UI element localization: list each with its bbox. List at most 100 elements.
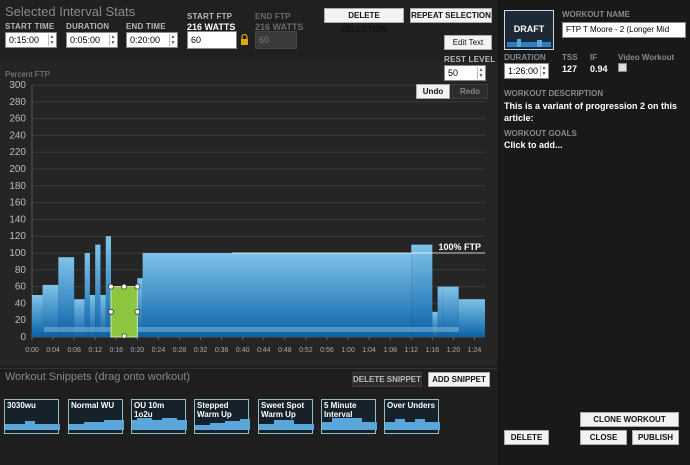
if-label: IF (590, 53, 598, 62)
interval-block[interactable] (411, 244, 433, 337)
interval-block[interactable] (142, 253, 412, 337)
workout-snippets-panel: Workout Snippets (drag onto workout) DEL… (0, 368, 498, 465)
ftp-100-annotation: 100% FTP (438, 242, 481, 252)
x-tick-label: 1:16 (426, 347, 440, 354)
snippet-item[interactable]: 3030wu (4, 399, 60, 434)
snippet-item[interactable]: Over Unders (384, 399, 440, 434)
delete-snippet-button[interactable]: DELETE SNIPPET (352, 372, 422, 387)
workout-name-input[interactable]: FTP T Moore - 2 (Longer Mid (562, 22, 686, 38)
video-workout-label: Video Workout (618, 53, 675, 62)
workout-name-label: WORKOUT NAME (562, 10, 630, 19)
duration-spinner[interactable]: ▲ ▼ (109, 34, 116, 46)
start-time-input[interactable]: 0:15:00 ▲ ▼ (5, 32, 57, 48)
snippet-item[interactable]: Normal WU (68, 399, 124, 434)
publish-button[interactable]: PUBLISH (632, 430, 679, 445)
add-snippet-button[interactable]: ADD SNIPPET (428, 372, 490, 387)
snippet-item[interactable]: 5 Minute Interval (321, 399, 377, 434)
goals-text[interactable]: Click to add... (504, 140, 563, 150)
y-tick-label: 60 (15, 282, 27, 293)
y-tick-label: 80 (15, 265, 27, 276)
x-tick-label: 0:32 (194, 347, 208, 354)
delete-workout-button[interactable]: DELETE (504, 430, 549, 445)
y-tick-label: 200 (9, 164, 26, 175)
selection-handle[interactable] (134, 308, 141, 315)
x-tick-label: 0:20 (131, 347, 145, 354)
x-tick-label: 0:04 (46, 347, 60, 354)
undo-button[interactable]: Undo (416, 84, 450, 99)
x-tick-label: 0:40 (236, 347, 250, 354)
x-tick-label: 0:00 (25, 347, 39, 354)
delete-selection-button[interactable]: DELETE SELECTION (324, 8, 404, 34)
interval-block[interactable] (432, 311, 438, 337)
selection-handle[interactable] (108, 283, 114, 290)
selected-interval-stats-title: Selected Interval Stats (5, 4, 136, 19)
rest-level-spinner[interactable]: ▲ ▼ (477, 67, 484, 79)
rest-level-input[interactable]: 50 ▲ ▼ (444, 65, 486, 81)
selection-bottom-handle[interactable] (121, 333, 127, 339)
start-ftp-input[interactable]: 60 (187, 31, 237, 49)
selection-handle[interactable] (108, 308, 114, 315)
end-time-spinner[interactable]: ▲ ▼ (169, 34, 176, 46)
interval-block[interactable] (42, 284, 59, 337)
interval-block[interactable] (89, 295, 96, 337)
workout-chart-svg[interactable]: 0 20 40 60 80 100 120 140 160 180 200 220 240 260 280 3… (0, 60, 498, 365)
x-tick-label: 0:56 (320, 347, 334, 354)
repeat-selection-button[interactable]: REPEAT SELECTION (410, 8, 492, 23)
y-tick-label: 260 (9, 114, 26, 125)
selected-interval[interactable] (110, 286, 138, 338)
workout-duration-input[interactable]: 1:26:00 ▲ ▼ (504, 63, 549, 79)
y-tick-label: 240 (9, 130, 26, 141)
edit-text-button[interactable]: Edit Text (444, 35, 492, 50)
selection-handle[interactable] (121, 283, 128, 290)
interval-block[interactable] (32, 295, 43, 337)
snippet-item[interactable]: Sweet Spot Warm Up (258, 399, 314, 434)
interval-block[interactable] (442, 286, 459, 337)
interval-marker-band (44, 327, 459, 332)
workout-chart[interactable]: 0 20 40 60 80 100 120 140 160 180 200 220 240 260 280 3… (0, 60, 498, 365)
interval-block[interactable] (74, 299, 85, 337)
lock-icon[interactable] (240, 34, 249, 45)
x-tick-label: 0:16 (109, 347, 123, 354)
start-ftp-label: START FTP (187, 12, 233, 21)
draft-badge: DRAFT (504, 10, 554, 50)
redo-button[interactable]: Redo (452, 84, 488, 99)
y-tick-label: 100 (9, 248, 26, 259)
interval-block[interactable] (458, 299, 485, 337)
snippet-thumbnail (385, 419, 440, 430)
interval-block[interactable] (137, 278, 143, 337)
interval-block[interactable] (437, 286, 443, 337)
close-button[interactable]: CLOSE (580, 430, 627, 445)
rest-level-label: REST LEVEL (444, 55, 496, 64)
interval-block[interactable] (100, 295, 106, 337)
duration-label: DURATION (66, 22, 110, 31)
interval-block[interactable] (58, 257, 75, 337)
end-ftp-label: END FTP (255, 12, 291, 21)
clone-workout-button[interactable]: CLONE WORKOUT (580, 412, 679, 427)
x-tick-label: 0:52 (299, 347, 313, 354)
description-text[interactable]: This is a variant of progression 2 on th… (504, 101, 678, 123)
x-tick-label: 0:12 (88, 347, 102, 354)
y-axis-label: Percent FTP (5, 70, 50, 79)
snippet-thumbnail (195, 419, 250, 430)
snippet-label: 5 Minute Interval (324, 401, 357, 419)
end-ftp-input: 60 (255, 31, 297, 49)
snippet-item[interactable]: Stepped Warm Up (194, 399, 250, 434)
y-tick-label: 300 (9, 80, 26, 91)
selection-handle[interactable] (134, 283, 141, 290)
interval-block[interactable] (95, 244, 101, 337)
draft-thumbnail-icon (507, 39, 551, 47)
x-tick-label: 0:36 (215, 347, 229, 354)
end-time-label: END TIME (126, 22, 166, 31)
snippet-item[interactable]: OU 10m 1o2u (131, 399, 187, 434)
workout-editor-panel: Selected Interval Stats START TIME 0:15:… (0, 4, 498, 465)
workout-duration-spinner[interactable]: ▲ ▼ (540, 65, 547, 77)
interval-block[interactable] (84, 253, 90, 337)
end-time-input[interactable]: 0:20:00 ▲ ▼ (126, 32, 178, 48)
x-tick-label: 0:48 (278, 347, 292, 354)
x-tick-label: 0:24 (152, 347, 166, 354)
duration-input[interactable]: 0:05:00 ▲ ▼ (66, 32, 118, 48)
video-workout-checkbox[interactable] (618, 63, 627, 72)
start-time-spinner[interactable]: ▲ ▼ (48, 34, 55, 46)
x-tick-label: 1:20 (447, 347, 461, 354)
y-tick-label: 180 (9, 181, 26, 192)
